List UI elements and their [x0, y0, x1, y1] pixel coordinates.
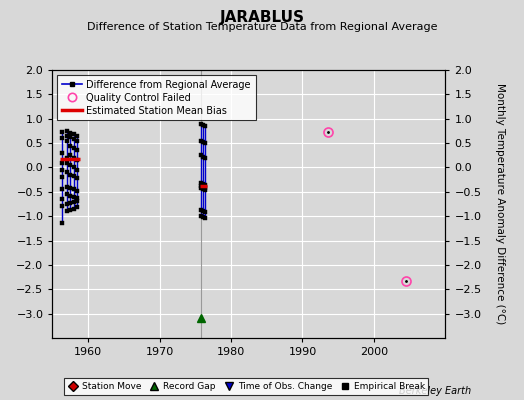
Text: JARABLUS: JARABLUS [220, 10, 304, 25]
Text: Difference of Station Temperature Data from Regional Average: Difference of Station Temperature Data f… [87, 22, 437, 32]
Legend: Difference from Regional Average, Quality Control Failed, Estimated Station Mean: Difference from Regional Average, Qualit… [57, 75, 256, 120]
Legend: Station Move, Record Gap, Time of Obs. Change, Empirical Break: Station Move, Record Gap, Time of Obs. C… [64, 378, 428, 395]
Y-axis label: Monthly Temperature Anomaly Difference (°C): Monthly Temperature Anomaly Difference (… [495, 83, 506, 325]
Text: Berkeley Earth: Berkeley Earth [399, 386, 472, 396]
